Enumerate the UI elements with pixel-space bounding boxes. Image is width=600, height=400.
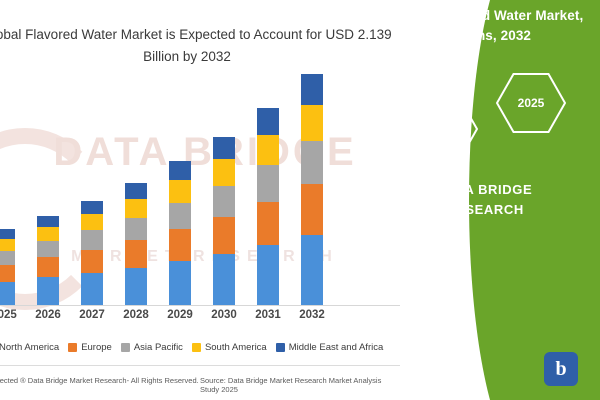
panel-title: Global Flavored Water Market, Regions, 2… [370, 6, 600, 46]
bar-segment [0, 239, 15, 251]
legend-item: South America [191, 341, 267, 353]
bar-2028 [125, 182, 147, 305]
green-curved-shape [469, 0, 600, 400]
bar-segment [301, 234, 323, 305]
chart-legend: North America Europe Asia Pacific South Ame… [0, 336, 386, 358]
chart-area: DATA BRIDGE MARKET RESEARCH Global Flavo… [0, 27, 400, 394]
bar-segment [81, 200, 103, 215]
hex-badge-2025: 2025 [495, 72, 567, 134]
bar-2025 [0, 229, 15, 305]
bar-segment [257, 134, 279, 166]
legend-item: Europe [68, 342, 112, 353]
bar-segment [213, 159, 235, 186]
panel-title-line1: Global Flavored Water Market, [386, 8, 584, 23]
x-tick-2026: 2026 [35, 309, 61, 321]
bar-segment [81, 230, 103, 250]
bar-segment [169, 161, 191, 181]
logo-mark: b [555, 357, 567, 380]
x-tick-2027: 2027 [79, 309, 105, 321]
bar-segment [257, 107, 279, 135]
stacked-bar-plot [0, 60, 400, 305]
legend-swatch [275, 342, 285, 352]
x-tick-2030: 2030 [211, 309, 237, 321]
bar-2027 [81, 200, 103, 305]
bar-segment [37, 215, 59, 228]
footer: Protected ® Data Bridge Market Research-… [0, 370, 400, 394]
x-tick-2031: 2031 [255, 309, 281, 321]
x-axis-tick-labels: 2025 2026 2027 2028 2029 2030 2031 2032 [0, 309, 400, 329]
bar-segment [301, 104, 323, 141]
bar-segment [301, 73, 323, 105]
x-tick-2029: 2029 [167, 309, 193, 321]
bar-2030 [213, 136, 235, 305]
bar-segment [0, 229, 15, 239]
x-axis-line [0, 305, 400, 306]
bar-segment [37, 227, 59, 242]
legend-swatch [68, 342, 78, 352]
bar-segment [257, 201, 279, 246]
bar-segment [125, 198, 147, 218]
bar-segment [169, 261, 191, 305]
legend-label: South America [204, 341, 267, 353]
bar-2029 [169, 161, 191, 305]
bar-segment [81, 249, 103, 274]
bar-segment [125, 182, 147, 199]
hex-badge-2025-label: 2025 [517, 96, 545, 110]
bar-segment [213, 136, 235, 160]
brand-panel: Global Flavored Water Market, Regions, 2… [370, 0, 600, 400]
brand-subtitle: RESEARCH [446, 202, 524, 217]
bar-segment [37, 257, 59, 278]
footer-source: Source: Data Bridge Market Research Mark… [200, 376, 382, 394]
x-tick-2025: 2025 [0, 309, 17, 321]
bar-segment [0, 264, 15, 282]
panel-title-line2: Regions, 2032 [438, 28, 532, 43]
bar-segment [257, 245, 279, 305]
legend-item: Middle East and Africa [275, 341, 384, 353]
bar-segment [213, 216, 235, 254]
legend-label: Asia Pacific [133, 341, 183, 353]
bar-segment [0, 281, 15, 305]
bar-segment [37, 241, 59, 258]
bar-segment [0, 250, 15, 265]
bar-segment [301, 183, 323, 235]
hex-badge-2032-label: 2032 [429, 122, 457, 136]
bar-2026 [37, 215, 59, 305]
x-tick-2028: 2028 [123, 309, 149, 321]
legend-label: Europe [81, 341, 112, 353]
chart-headline: Global Flavored Water Market is Expected… [0, 27, 392, 64]
bar-2031 [257, 107, 279, 305]
x-tick-2032: 2032 [299, 309, 325, 321]
bar-segment [125, 217, 147, 241]
hex-badge-2032: 2032 [407, 98, 479, 160]
footer-divider [0, 365, 400, 366]
bar-segment [169, 202, 191, 230]
bar-segment [81, 273, 103, 305]
data-bridge-logo: b [544, 352, 578, 386]
bar-2032 [301, 73, 323, 305]
brand-name: DATA BRIDGE [437, 182, 533, 197]
legend-item: North America [0, 342, 59, 353]
legend-label: Middle East and Africa [288, 341, 384, 353]
legend-swatch [191, 342, 201, 352]
footer-copyright: Protected ® Data Bridge Market Research-… [0, 376, 199, 385]
hexagon-icon [495, 73, 567, 133]
bar-segment [257, 165, 279, 202]
legend-label: North America [0, 341, 60, 353]
legend-swatch [120, 342, 130, 352]
bar-segment [125, 240, 147, 268]
bar-segment [125, 267, 147, 305]
bar-segment [301, 140, 323, 184]
bar-segment [213, 185, 235, 217]
bar-segment [169, 229, 191, 262]
bar-segment [169, 180, 191, 203]
legend-item: Asia Pacific [120, 341, 183, 353]
bar-segment [37, 277, 59, 305]
bar-segment [213, 253, 235, 305]
bar-segment [81, 214, 103, 231]
hexagon-icon [407, 99, 479, 159]
